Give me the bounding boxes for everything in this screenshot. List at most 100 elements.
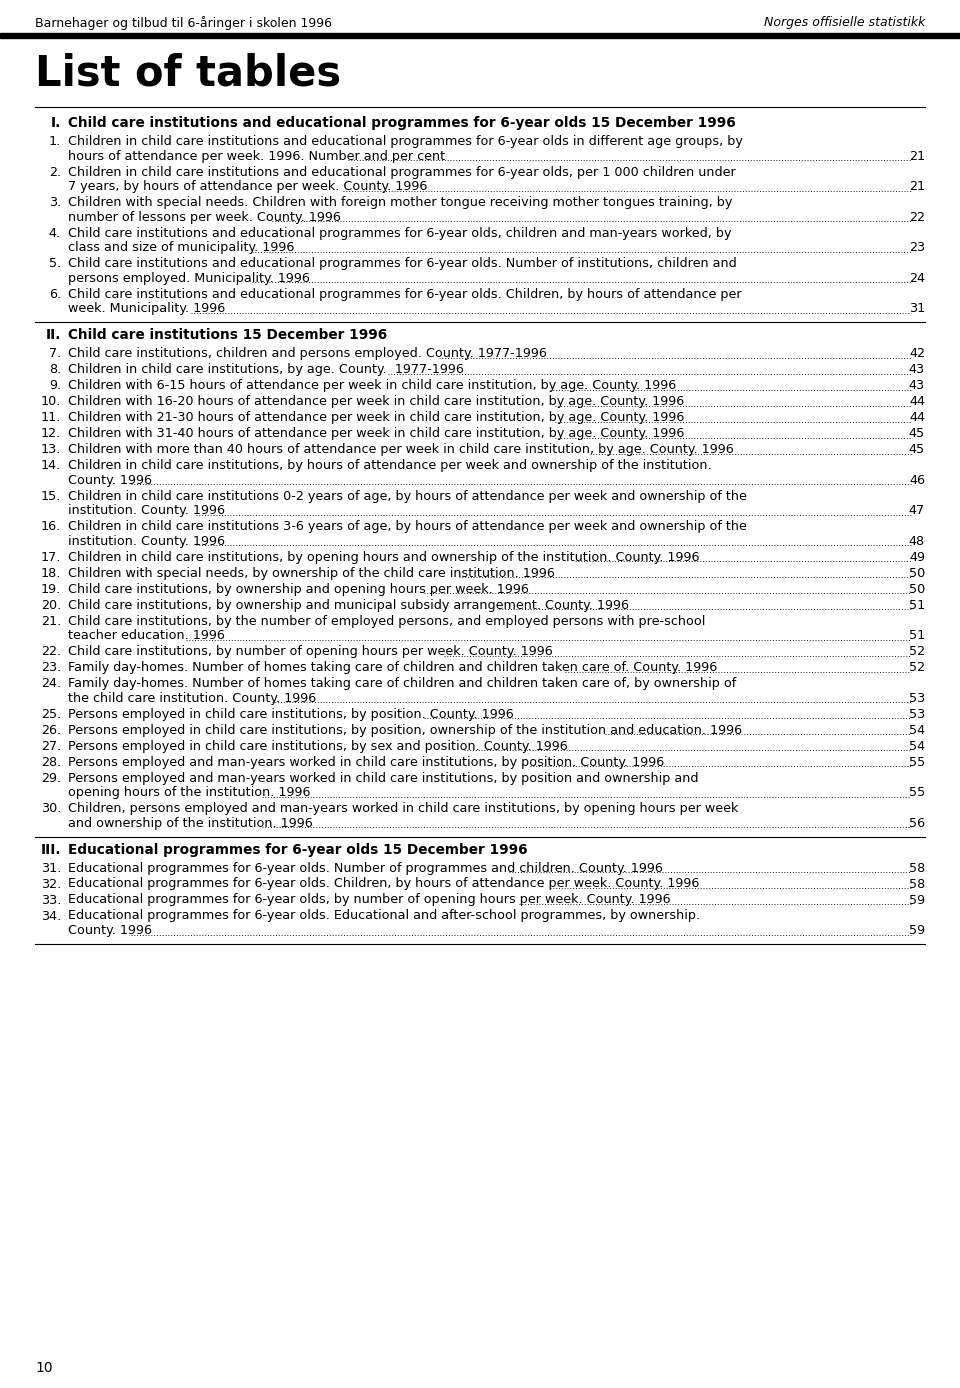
- Text: number of lessons per week. County. 1996: number of lessons per week. County. 1996: [68, 211, 341, 223]
- Text: 21: 21: [909, 150, 925, 162]
- Text: Norges offisielle statistikk: Norges offisielle statistikk: [763, 17, 925, 29]
- Text: Children in child care institutions, by opening hours and ownership of the insti: Children in child care institutions, by …: [68, 551, 700, 564]
- Text: 6.: 6.: [49, 287, 61, 300]
- Text: 58: 58: [909, 877, 925, 891]
- Text: Children in child care institutions, by hours of attendance per week and ownersh: Children in child care institutions, by …: [68, 459, 711, 472]
- Text: Child care institutions, by ownership and municipal subsidy arrangement. County.: Child care institutions, by ownership an…: [68, 598, 633, 612]
- Text: 58: 58: [909, 862, 925, 874]
- Text: Children in child care institutions, by age. County.  1977-1996: Children in child care institutions, by …: [68, 364, 464, 376]
- Text: Children in child care institutions and educational programmes for 6-year olds i: Children in child care institutions and …: [68, 135, 743, 149]
- Text: 24: 24: [909, 272, 925, 285]
- Text: III.: III.: [40, 843, 61, 856]
- Text: 23: 23: [909, 242, 925, 254]
- Text: Educational programmes for 6-year olds. Children, by hours of attendance per wee: Educational programmes for 6-year olds. …: [68, 877, 704, 891]
- Text: 21: 21: [909, 180, 925, 193]
- Text: II.: II.: [46, 328, 61, 341]
- Text: 53: 53: [909, 691, 925, 705]
- Text: Family day-homes. Number of homes taking care of children and children taken car: Family day-homes. Number of homes taking…: [68, 661, 721, 675]
- Text: 55: 55: [909, 755, 925, 769]
- Text: 1.: 1.: [49, 135, 61, 149]
- Text: Children in child care institutions 0-2 years of age, by hours of attendance per: Children in child care institutions 0-2 …: [68, 490, 747, 502]
- Text: Children in child care institutions 3-6 years of age, by hours of attendance per: Children in child care institutions 3-6 …: [68, 520, 747, 533]
- Text: Children with 21-30 hours of attendance per week in child care institution, by a: Children with 21-30 hours of attendance …: [68, 411, 684, 423]
- Text: 46: 46: [909, 473, 925, 487]
- Text: 34.: 34.: [40, 909, 61, 923]
- Text: 15.: 15.: [40, 490, 61, 502]
- Text: 27.: 27.: [40, 740, 61, 752]
- Text: 5.: 5.: [49, 257, 61, 271]
- Text: 12.: 12.: [40, 428, 61, 440]
- Text: institution. County. 1996: institution. County. 1996: [68, 534, 225, 547]
- Text: 54: 54: [909, 723, 925, 737]
- Text: 45: 45: [909, 428, 925, 440]
- Text: Children with 16-20 hours of attendance per week in child care institution, by a: Children with 16-20 hours of attendance …: [68, 396, 684, 408]
- Text: 7 years, by hours of attendance per week. County. 1996: 7 years, by hours of attendance per week…: [68, 180, 427, 193]
- Text: Family day-homes. Number of homes taking care of children and children taken car: Family day-homes. Number of homes taking…: [68, 677, 736, 690]
- Text: 47: 47: [909, 504, 925, 516]
- Text: 53: 53: [909, 708, 925, 720]
- Text: 18.: 18.: [40, 566, 61, 580]
- Text: 20.: 20.: [40, 598, 61, 612]
- Text: 54: 54: [909, 740, 925, 752]
- Text: hours of attendance per week. 1996. Number and per cent: hours of attendance per week. 1996. Numb…: [68, 150, 445, 162]
- Text: 59: 59: [909, 894, 925, 906]
- Text: Persons employed and man-years worked in child care institutions, by position an: Persons employed and man-years worked in…: [68, 772, 699, 784]
- Text: Children with 6-15 hours of attendance per week in child care institution, by ag: Children with 6-15 hours of attendance p…: [68, 379, 676, 391]
- Text: 43: 43: [909, 379, 925, 391]
- Text: Child care institutions and educational programmes for 6-year olds. Children, by: Child care institutions and educational …: [68, 287, 742, 300]
- Text: 28.: 28.: [40, 755, 61, 769]
- Text: Child care institutions and educational programmes for 6-year olds 15 December 1: Child care institutions and educational …: [68, 117, 735, 130]
- Text: 10: 10: [35, 1362, 53, 1376]
- Text: Barnehager og tilbud til 6-åringer i skolen 1996: Barnehager og tilbud til 6-åringer i sko…: [35, 17, 332, 31]
- Text: 43: 43: [909, 364, 925, 376]
- Text: 45: 45: [909, 443, 925, 457]
- Text: 24.: 24.: [41, 677, 61, 690]
- Text: the child care institution. County. 1996: the child care institution. County. 1996: [68, 691, 321, 705]
- Text: 32.: 32.: [40, 877, 61, 891]
- Text: Children with 31-40 hours of attendance per week in child care institution, by a: Children with 31-40 hours of attendance …: [68, 428, 688, 440]
- Text: 31.: 31.: [40, 862, 61, 874]
- Text: Child care institutions, by number of opening hours per week. County. 1996: Child care institutions, by number of op…: [68, 645, 553, 658]
- Text: week. Municipality. 1996: week. Municipality. 1996: [68, 303, 226, 315]
- Text: 52: 52: [909, 645, 925, 658]
- Text: County. 1996: County. 1996: [68, 473, 152, 487]
- Text: Educational programmes for 6-year olds 15 December 1996: Educational programmes for 6-year olds 1…: [68, 843, 528, 856]
- Text: 51: 51: [909, 629, 925, 643]
- Text: Child care institutions, by the number of employed persons, and employed persons: Child care institutions, by the number o…: [68, 615, 706, 627]
- Text: 7.: 7.: [49, 347, 61, 359]
- Text: Child care institutions and educational programmes for 6-year olds. Number of in: Child care institutions and educational …: [68, 257, 736, 271]
- Text: Educational programmes for 6-year olds. Number of programmes and children. Count: Educational programmes for 6-year olds. …: [68, 862, 667, 874]
- Text: 22.: 22.: [41, 645, 61, 658]
- Text: Child care institutions 15 December 1996: Child care institutions 15 December 1996: [68, 328, 387, 341]
- Text: 26.: 26.: [41, 723, 61, 737]
- Text: Child care institutions, children and persons employed. County. 1977-1996: Child care institutions, children and pe…: [68, 347, 547, 359]
- Text: 56: 56: [909, 816, 925, 830]
- Text: 55: 55: [909, 786, 925, 799]
- Text: I.: I.: [51, 117, 61, 130]
- Text: 3.: 3.: [49, 196, 61, 210]
- Text: teacher education. 1996: teacher education. 1996: [68, 629, 228, 643]
- Text: 30.: 30.: [40, 802, 61, 815]
- Text: 50: 50: [909, 566, 925, 580]
- Text: 10.: 10.: [40, 396, 61, 408]
- Text: Children, persons employed and man-years worked in child care institutions, by o: Children, persons employed and man-years…: [68, 802, 738, 815]
- Text: institution. County. 1996: institution. County. 1996: [68, 504, 225, 516]
- Text: Educational programmes for 6-year olds, by number of opening hours per week. Cou: Educational programmes for 6-year olds, …: [68, 894, 675, 906]
- Text: 8.: 8.: [49, 364, 61, 376]
- Text: List of tables: List of tables: [35, 51, 341, 94]
- Text: 11.: 11.: [40, 411, 61, 423]
- Text: 49: 49: [909, 551, 925, 564]
- Text: opening hours of the institution. 1996: opening hours of the institution. 1996: [68, 786, 310, 799]
- Text: 21.: 21.: [40, 615, 61, 627]
- Text: 31: 31: [909, 303, 925, 315]
- Text: class and size of municipality. 1996: class and size of municipality. 1996: [68, 242, 295, 254]
- Text: 50: 50: [909, 583, 925, 595]
- Text: 13.: 13.: [40, 443, 61, 457]
- Text: Persons employed and man-years worked in child care institutions, by position. C: Persons employed and man-years worked in…: [68, 755, 668, 769]
- Text: 48: 48: [909, 534, 925, 547]
- Text: persons employed. Municipality. 1996: persons employed. Municipality. 1996: [68, 272, 310, 285]
- Text: Persons employed in child care institutions, by position, ownership of the insti: Persons employed in child care instituti…: [68, 723, 742, 737]
- Text: 42: 42: [909, 347, 925, 359]
- Text: Persons employed in child care institutions, by position. County. 1996: Persons employed in child care instituti…: [68, 708, 514, 720]
- Text: Children with special needs. Children with foreign mother tongue receiving mothe: Children with special needs. Children wi…: [68, 196, 732, 210]
